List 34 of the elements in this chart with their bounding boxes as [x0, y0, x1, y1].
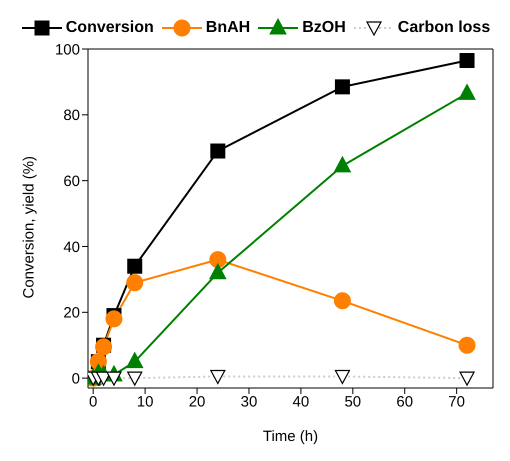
point — [334, 370, 350, 384]
legend-label: BnAH — [206, 19, 250, 37]
x-tick-label: 30 — [240, 394, 258, 411]
y-tick-label: 60 — [63, 172, 80, 190]
x-tick-label: 20 — [188, 394, 206, 411]
y-tick-label: 20 — [63, 304, 80, 322]
y-tick-label: 40 — [63, 238, 80, 256]
x-tick-label: 70 — [448, 394, 465, 411]
point — [334, 79, 350, 94]
legend-label: Carbon loss — [398, 19, 490, 37]
point — [106, 372, 122, 386]
legend-label: Conversion — [66, 19, 154, 37]
y-axis-title: Conversion, yield (%) — [20, 156, 38, 298]
point — [458, 336, 476, 354]
point — [209, 251, 226, 268]
point — [105, 310, 122, 328]
point — [210, 144, 226, 159]
y-tick-label: 100 — [54, 41, 80, 58]
x-axis-title: Time (h) — [262, 428, 318, 445]
x-tick-label: 50 — [344, 394, 362, 411]
x-tick-label: 60 — [396, 394, 414, 411]
point — [460, 53, 475, 68]
x-tick-label: 0 — [89, 394, 98, 411]
x-tick-label: 10 — [136, 394, 154, 411]
point — [127, 372, 142, 386]
y-tick-label: 80 — [63, 107, 80, 124]
legend-label: BzOH — [302, 19, 346, 37]
point — [210, 370, 226, 384]
point — [334, 292, 351, 310]
point — [127, 258, 142, 274]
x-tick-label: 40 — [292, 394, 310, 411]
point — [459, 372, 475, 386]
point — [126, 274, 144, 292]
y-tick-label: 0 — [72, 370, 80, 388]
